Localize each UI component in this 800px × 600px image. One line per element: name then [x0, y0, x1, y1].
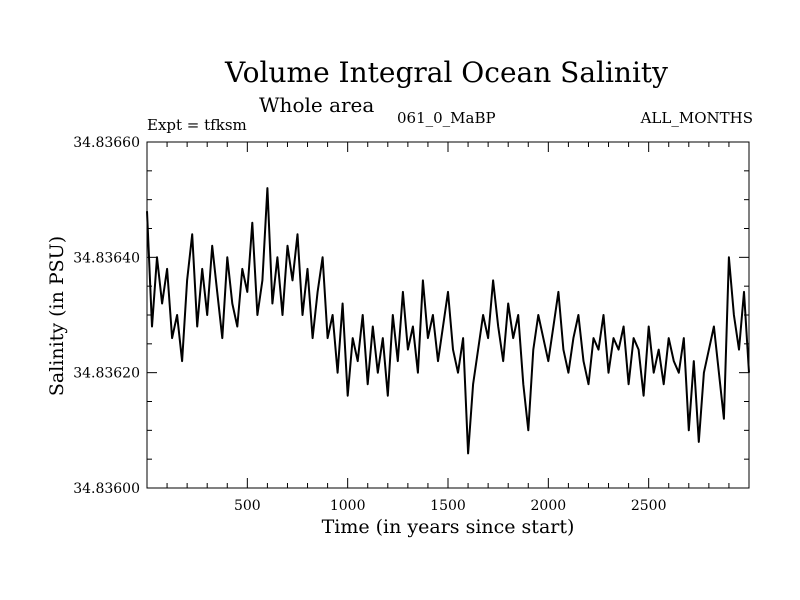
- x-tick-label: 2500: [631, 498, 667, 514]
- x-tick-label: 2000: [531, 498, 567, 514]
- y-tick-label: 34.83620: [73, 366, 140, 382]
- y-tick-label: 34.83600: [73, 481, 140, 497]
- chart-title: Volume Integral Ocean Salinity: [225, 56, 668, 89]
- months-label: ALL_MONTHS: [640, 109, 753, 127]
- salinity-series-line: [146, 187, 750, 455]
- axis-ticks: [147, 142, 749, 488]
- y-tick-label: 34.83660: [73, 135, 140, 151]
- run-id-label: 061_0_MaBP: [397, 109, 496, 127]
- x-tick-label: 1000: [330, 498, 366, 514]
- experiment-label: Expt = tfksm: [147, 116, 247, 134]
- chart-subtitle: Whole area: [259, 93, 375, 117]
- x-tick-label: 1500: [430, 498, 466, 514]
- y-tick-label: 34.83640: [73, 250, 140, 266]
- x-tick-label: 500: [234, 498, 261, 514]
- axis-tick-labels: 500 1000 1500 2000 2500 34.83600 34.83620 34.83…: [73, 135, 666, 514]
- x-axis-label: Time (in years since start): [321, 516, 575, 538]
